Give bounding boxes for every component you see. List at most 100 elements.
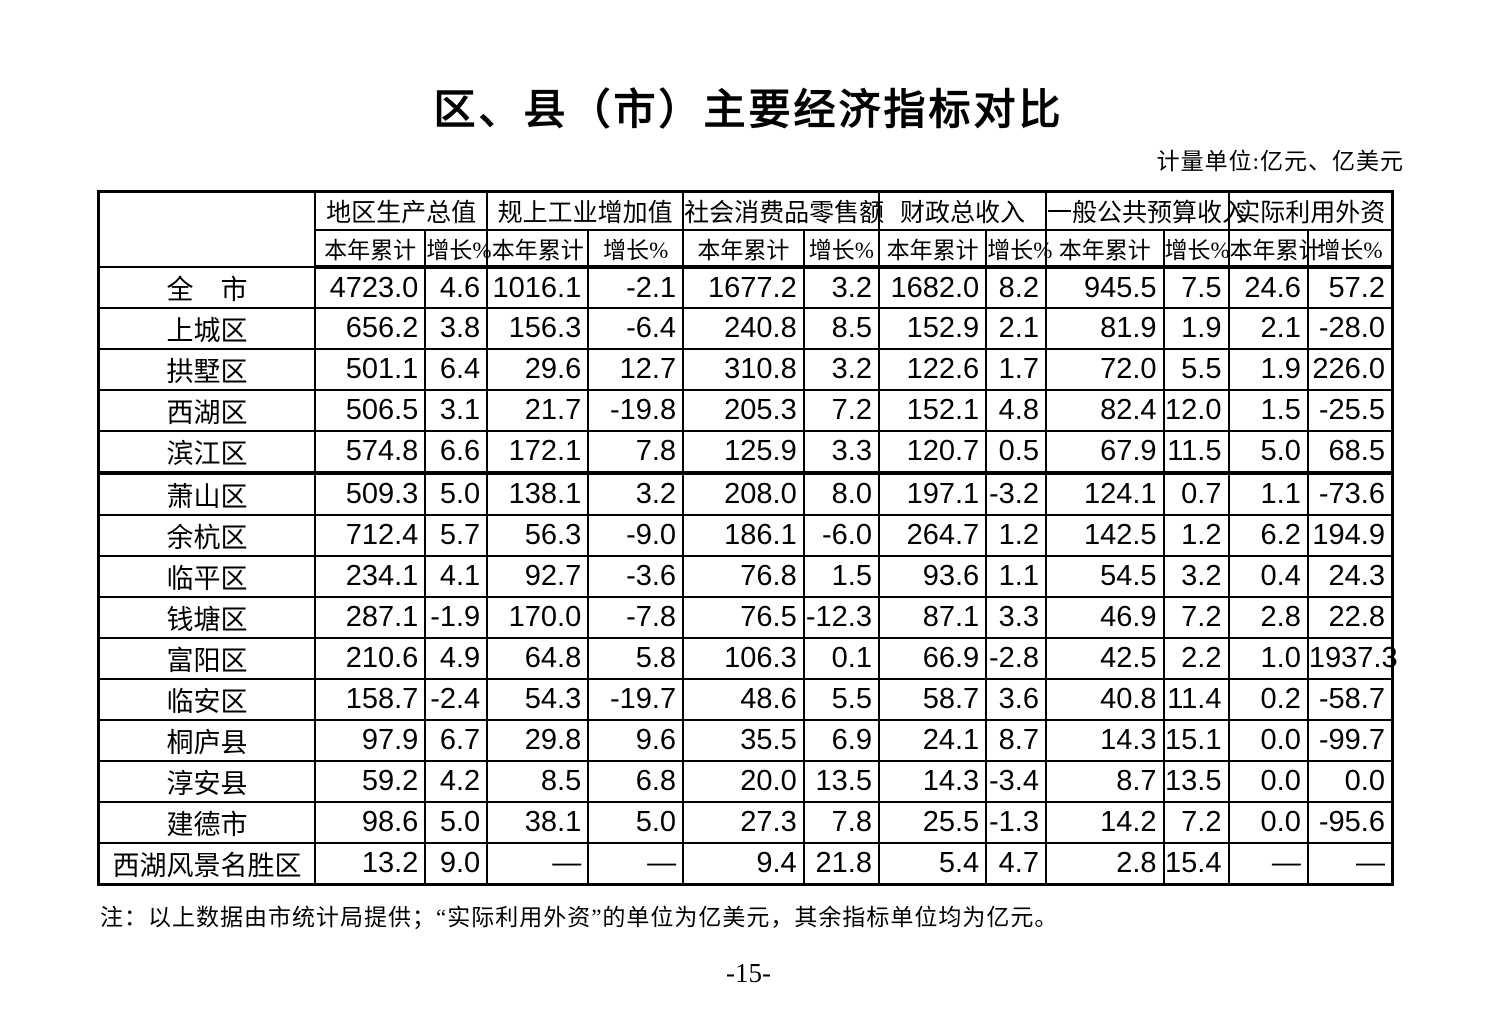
value-cell: 172.1 xyxy=(486,430,590,474)
subheader-row: 本年累计 增长% 本年累计 增长% 本年累计 增长% 本年累计 增长% 本年累计… xyxy=(99,229,1394,269)
value-cell: 3.3 xyxy=(802,430,880,474)
value-cell: 13.5 xyxy=(802,760,880,803)
value-cell: -2.8 xyxy=(985,637,1047,680)
table-row: 余杭区 712.4 5.7 56.3 -9.0 186.1 -6.0 264.7… xyxy=(97,514,1394,557)
subcolumn-growth: 增长% xyxy=(1306,229,1394,269)
value-cell: 4.9 xyxy=(424,637,489,680)
subcolumn-growth: 增长% xyxy=(587,229,685,269)
value-cell: 64.8 xyxy=(486,637,590,680)
value-cell: 0.0 xyxy=(1227,801,1309,844)
value-cell: 92.7 xyxy=(486,555,590,598)
value-cell: 14.3 xyxy=(877,760,988,803)
value-cell: 54.5 xyxy=(1045,555,1165,598)
value-cell: 11.5 xyxy=(1162,430,1230,474)
value-cell: 3.2 xyxy=(587,471,685,516)
region-name: 淳安县 xyxy=(97,760,316,803)
value-cell: 13.2 xyxy=(313,842,427,886)
value-cell: 0.2 xyxy=(1227,678,1309,721)
value-cell: 1.1 xyxy=(985,555,1047,598)
value-cell: 1677.2 xyxy=(682,266,805,309)
value-cell: 20.0 xyxy=(682,760,805,803)
subcolumn-cumulative: 本年累计 xyxy=(682,229,805,269)
value-cell: 0.4 xyxy=(1227,555,1309,598)
region-name: 上城区 xyxy=(97,307,316,350)
value-cell: 4.8 xyxy=(985,389,1047,432)
value-cell: -95.6 xyxy=(1306,801,1394,844)
value-cell: 125.9 xyxy=(682,430,805,474)
value-cell: 97.9 xyxy=(313,719,427,762)
value-cell: 158.7 xyxy=(313,678,427,721)
value-cell: 81.9 xyxy=(1045,307,1165,350)
value-cell: 7.8 xyxy=(587,430,685,474)
value-cell: 0.5 xyxy=(985,430,1047,474)
value-cell: 66.9 xyxy=(877,637,988,680)
value-cell: 264.7 xyxy=(877,514,988,557)
value-cell: 67.9 xyxy=(1045,430,1165,474)
value-cell: 6.4 xyxy=(424,348,489,391)
region-name: 余杭区 xyxy=(97,514,316,557)
value-cell: — xyxy=(486,842,590,886)
table-body: 全 市 4723.0 4.6 1016.1 -2.1 1677.2 3.2 16… xyxy=(97,266,1398,886)
value-cell: 5.5 xyxy=(1162,348,1230,391)
value-cell: 7.5 xyxy=(1162,266,1230,309)
footnote: 注：以上数据由市统计局提供；“实际利用外资”的单位为亿美元，其余指标单位均为亿元… xyxy=(100,905,1059,930)
value-cell: 7.8 xyxy=(802,801,880,844)
value-cell: 1682.0 xyxy=(877,266,988,309)
region-name: 西湖区 xyxy=(97,389,316,432)
value-cell: 138.1 xyxy=(486,471,590,516)
table-row: 滨江区 574.8 6.6 172.1 7.8 125.9 3.3 120.7 … xyxy=(97,430,1394,474)
table-row: 富阳区 210.6 4.9 64.8 5.8 106.3 0.1 66.9 -2… xyxy=(97,637,1398,680)
value-cell: 6.8 xyxy=(587,760,685,803)
column-group-industry: 规上工业增加值 xyxy=(486,190,685,231)
value-cell: 8.2 xyxy=(985,266,1047,309)
corner-cell xyxy=(97,190,316,268)
value-cell: 234.1 xyxy=(313,555,427,598)
value-cell: 310.8 xyxy=(682,348,805,391)
subcolumn-growth: 增长% xyxy=(424,229,491,269)
value-cell: 57.2 xyxy=(1306,266,1394,309)
value-cell: 5.0 xyxy=(587,801,685,844)
value-cell: 1.7 xyxy=(985,348,1047,391)
region-name: 临安区 xyxy=(97,678,316,721)
region-name: 桐庐县 xyxy=(97,719,316,762)
value-cell: -73.6 xyxy=(1306,471,1394,516)
value-cell: 14.2 xyxy=(1045,801,1165,844)
table-row: 全 市 4723.0 4.6 1016.1 -2.1 1677.2 3.2 16… xyxy=(97,266,1394,309)
value-cell: 6.2 xyxy=(1227,514,1309,557)
table-row: 淳安县 59.2 4.2 8.5 6.8 20.0 13.5 14.3 -3.4… xyxy=(97,760,1394,803)
value-cell: 29.8 xyxy=(486,719,590,762)
value-cell: 72.0 xyxy=(1045,348,1165,391)
value-cell: 58.7 xyxy=(877,678,988,721)
column-group-gdp: 地区生产总值 xyxy=(313,190,489,231)
value-cell: 5.0 xyxy=(1227,430,1309,474)
subcolumn-cumulative: 本年累计 xyxy=(486,229,590,269)
value-cell: 4.2 xyxy=(424,760,489,803)
value-cell: 98.6 xyxy=(313,801,427,844)
value-cell: 5.0 xyxy=(424,471,489,516)
region-name: 萧山区 xyxy=(97,471,316,516)
value-cell: -99.7 xyxy=(1306,719,1394,762)
value-cell: 5.7 xyxy=(424,514,489,557)
value-cell: 6.9 xyxy=(802,719,880,762)
value-cell: 6.6 xyxy=(424,430,489,474)
value-cell: -9.0 xyxy=(587,514,685,557)
region-name: 西湖风景名胜区 xyxy=(97,842,316,886)
value-cell: 3.6 xyxy=(985,678,1047,721)
value-cell: 287.1 xyxy=(313,596,427,639)
value-cell: 2.8 xyxy=(1045,842,1165,886)
column-group-foreign: 实际利用外资 xyxy=(1227,190,1394,231)
subcolumn-cumulative: 本年累计 xyxy=(1045,229,1165,269)
subcolumn-cumulative: 本年累计 xyxy=(313,229,427,269)
value-cell: 8.7 xyxy=(985,719,1047,762)
region-name: 全 市 xyxy=(97,266,316,309)
value-cell: 24.1 xyxy=(877,719,988,762)
value-cell: -6.4 xyxy=(587,307,685,350)
value-cell: 21.8 xyxy=(802,842,880,886)
value-cell: 5.0 xyxy=(424,801,489,844)
table-header: 地区生产总值 规上工业增加值 社会消费品零售额 财政总收入 一般公共预算收入 实… xyxy=(97,190,1394,269)
value-cell: 27.3 xyxy=(682,801,805,844)
table-row: 拱墅区 501.1 6.4 29.6 12.7 310.8 3.2 122.6 … xyxy=(97,348,1394,391)
value-cell: — xyxy=(587,842,685,886)
value-cell: 205.3 xyxy=(682,389,805,432)
value-cell: -2.1 xyxy=(587,266,685,309)
